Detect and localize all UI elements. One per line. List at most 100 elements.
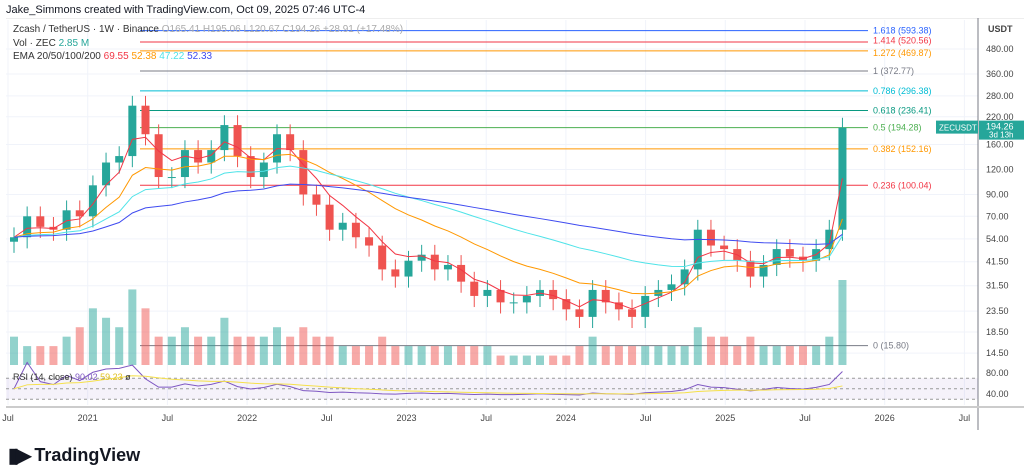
rsi-tick: 80.00 [986,368,1009,378]
price-tick: 480.00 [986,44,1014,54]
volume-bar [36,346,45,365]
chart-credit: Jake_Simmons created with TradingView.co… [6,4,366,16]
candle [641,295,650,317]
candle [457,264,466,282]
legend-volume-row: Vol · ZEC 2.85 M [13,38,89,49]
volume-bar [588,336,597,365]
volume-bar [746,336,755,365]
fib-level-label: 0.786 (296.38) [873,86,932,96]
price-tick: 14.50 [986,348,1009,358]
rsi-line [13,361,843,396]
volume-bar [338,346,347,365]
price-tick: 18.50 [986,327,1009,337]
ohlc-values: O165.41 H195.06 L120.67 C194.26 +28.91 (… [161,24,404,35]
candle [207,150,216,163]
price-tag-countdown: 3d 13h [989,131,1013,140]
volume-bar [562,355,571,365]
price-chart[interactable]: 480.00 360.00 280.00 220.00 160.00 120.00 90.0… [0,0,1024,430]
volume-bar [351,346,360,365]
rsi-extra-value: ø [125,372,131,382]
candle [220,125,229,151]
candle [141,105,150,135]
fib-level-label: 1.618 (593.38) [873,26,932,36]
candle [443,264,452,270]
price-tick: 31.50 [986,281,1009,291]
volume-bar [641,346,650,365]
price-tick: 120.00 [986,164,1014,174]
volume-value: 2.85 M [58,38,90,49]
fib-level-label: 0.382 (152.16) [873,144,932,154]
volume-bar [522,355,531,365]
tv-logo-icon: ▮▶ [8,445,31,467]
candle [194,150,203,163]
volume-bar [10,336,18,365]
candle [785,249,794,257]
candle [720,245,729,250]
tradingview-logo[interactable]: ▮▶ TradingView [8,443,140,468]
candle [75,210,84,217]
time-tick: Jul [799,413,811,423]
volume-bar [720,336,729,365]
volume-bar [246,336,255,365]
fib-level-label: 1.272 (469.87) [873,48,932,58]
time-tick: 2026 [875,413,895,423]
candle [312,194,321,205]
volume-bar [312,336,321,365]
time-tick: 2021 [78,413,98,423]
volume-label: Vol · ZEC [13,38,56,49]
volume-bar [128,289,137,365]
volume-bar [259,336,268,365]
candle [36,216,45,227]
time-tick: Jul [321,413,333,423]
volume-bar [496,355,505,365]
candle [180,150,189,178]
ema-line [13,153,843,295]
volume-bar [378,336,387,365]
price-tick: 220.00 [986,112,1014,122]
volume-bar [536,355,544,365]
volume-bar [299,327,308,365]
legend-rsi-row: RSI (14, close) 90.02 59.23 ø [13,372,131,382]
time-tick: 2024 [556,413,576,423]
price-tick: 70.00 [986,211,1009,221]
volume-bar [601,346,610,365]
candle [693,229,702,270]
time-tick: 2022 [237,413,257,423]
ema-line [13,165,843,268]
volume-bar [457,346,466,365]
volume-bar [391,346,400,365]
volume-bar [733,346,742,365]
fib-level-label: 1.414 (520.56) [873,35,932,45]
candle [391,269,400,277]
volume-bar [180,327,189,365]
volume-bar [838,280,847,365]
volume-bar [509,355,518,365]
fib-level-label: 0.5 (194.28) [873,123,922,133]
volume-bar [693,327,702,365]
rsi-label: RSI (14, close) [13,372,73,382]
fib-level-label: 1 (372.77) [873,66,914,76]
volume-bar [365,346,374,365]
volume-bar [154,336,163,365]
price-tick: 90.00 [986,189,1009,199]
volume-bar [470,346,479,365]
volume-bar [430,346,439,365]
candle [417,254,426,261]
volume-bar [286,336,295,365]
volume-bar [88,308,97,365]
volume-bar [483,346,492,365]
legend-ema-row: EMA 20/50/100/200 69.55 52.38 47.22 52.3… [13,51,212,62]
price-tick: 280.00 [986,91,1014,101]
volume-bar [825,336,834,365]
time-tick: 2023 [396,413,416,423]
volume-bar [23,346,32,365]
time-tick: Jul [2,413,14,423]
ema20-value: 69.55 [103,51,129,62]
volume-bar [759,346,768,365]
time-tick: 2025 [715,413,735,423]
candle [167,177,176,179]
chart-frame[interactable] [6,18,1024,411]
fib-level-label: 0 (15.80) [873,341,909,351]
candle [772,249,781,265]
time-tick: Jul [959,413,971,423]
